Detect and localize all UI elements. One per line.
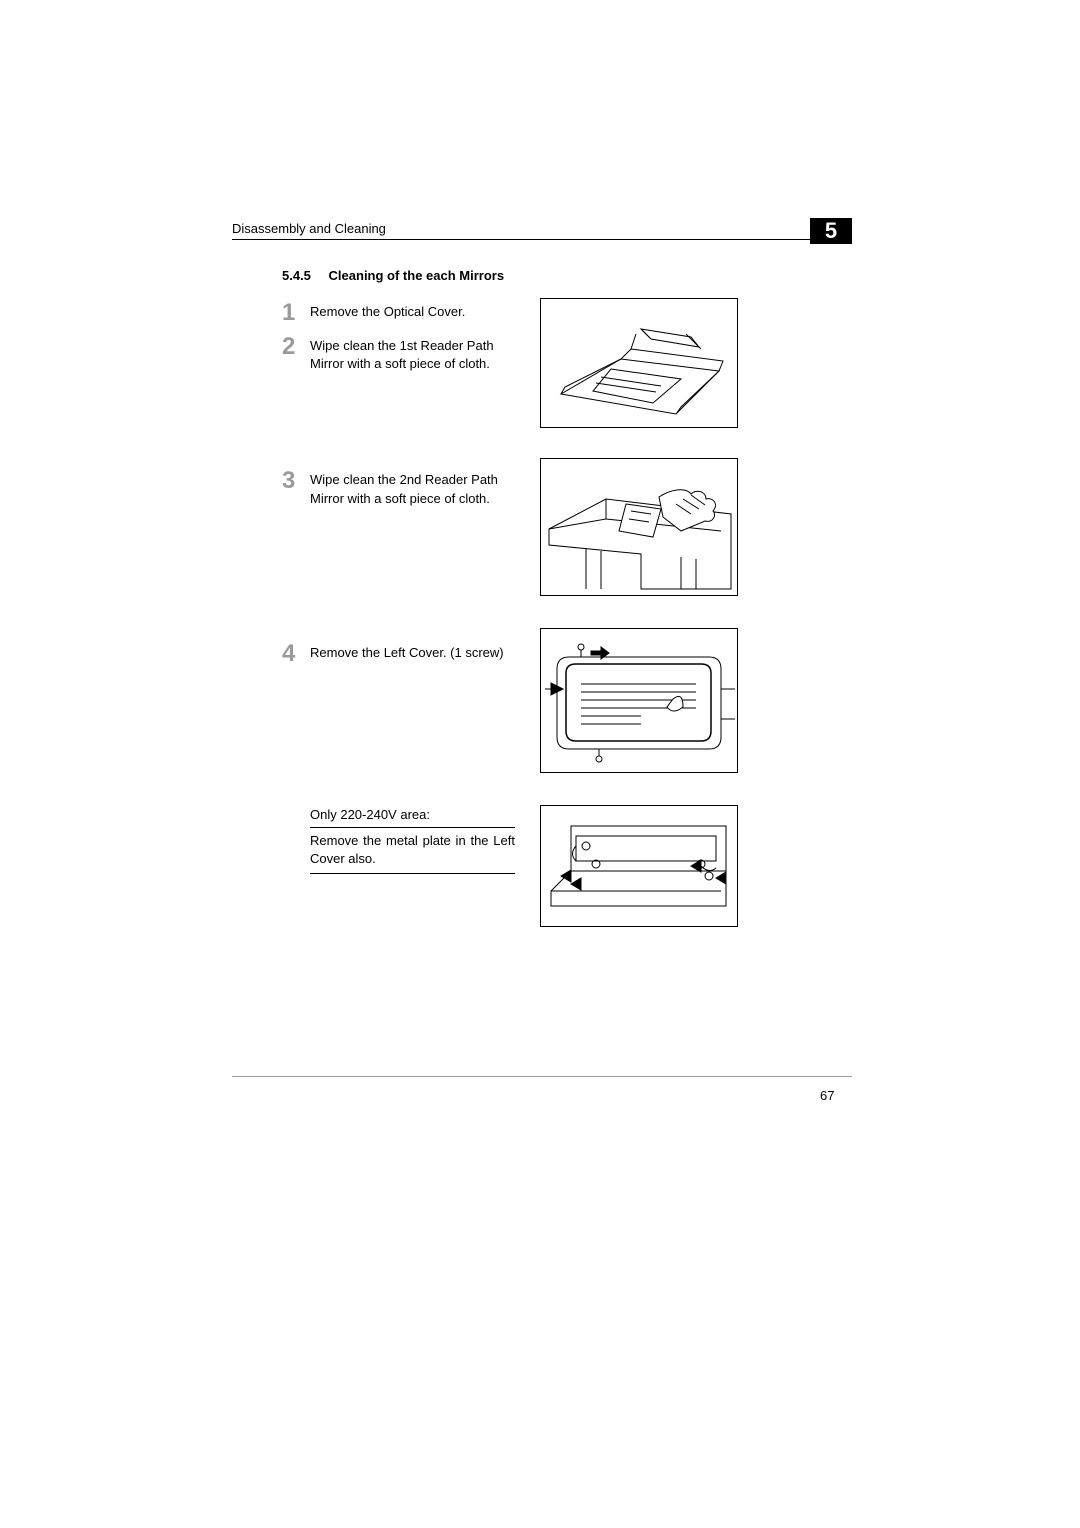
wiping-mirror-icon [541, 459, 739, 597]
subnote-block: Only 220-240V area: Remove the metal pla… [310, 806, 515, 875]
step-text: Remove the Left Cover. (1 screw) [310, 642, 515, 662]
step-number: 3 [282, 469, 310, 493]
page-number: 67 [820, 1088, 834, 1103]
figure-optical-cover [540, 298, 738, 428]
step-number: 4 [282, 642, 310, 666]
chapter-number-badge: 5 [810, 218, 852, 244]
left-cover-icon [541, 629, 739, 774]
step-text: Remove the Optical Cover. [310, 301, 515, 321]
subnote-line-2: Remove the metal plate in the Left Cover… [310, 832, 515, 875]
subnote-line-1: Only 220-240V area: [310, 806, 515, 828]
figure-metal-plate [540, 805, 738, 927]
page-header: Disassembly and Cleaning 5 [232, 216, 852, 240]
figure-left-cover [540, 628, 738, 773]
footer-rule [232, 1076, 852, 1077]
figure-wiping-mirror [540, 458, 738, 596]
step-text: Wipe clean the 2nd Reader Path Mirror wi… [310, 469, 515, 507]
step-text: Wipe clean the 1st Reader Path Mirror wi… [310, 335, 515, 373]
step-number: 1 [282, 301, 310, 325]
header-section-title: Disassembly and Cleaning [232, 221, 810, 239]
optical-cover-icon [541, 299, 739, 429]
metal-plate-icon [541, 806, 739, 928]
section-title: Cleaning of the each Mirrors [329, 268, 505, 283]
section-heading: 5.4.5 Cleaning of the each Mirrors [282, 268, 852, 283]
section-number: 5.4.5 [282, 268, 311, 283]
step-number: 2 [282, 335, 310, 359]
